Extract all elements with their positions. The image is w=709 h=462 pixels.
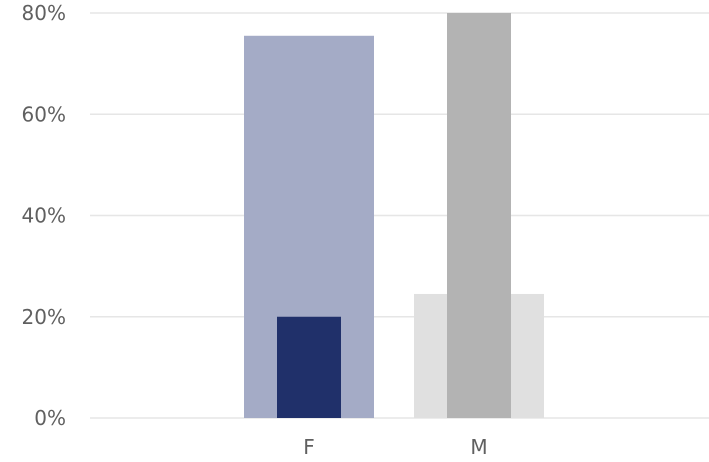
y-tick-label: 60%	[22, 102, 66, 126]
gridlines	[90, 12, 709, 419]
y-tick-label: 0%	[34, 406, 66, 430]
x-tick-label: M	[470, 435, 487, 459]
y-tick-label: 80%	[22, 1, 66, 25]
y-tick-label: 20%	[22, 305, 66, 329]
bar-narrow-m	[447, 13, 511, 418]
bars	[244, 13, 544, 418]
y-tick-label: 40%	[22, 204, 66, 228]
y-axis-tick-labels: 0% 20% 40% 60% 80%	[22, 1, 66, 430]
x-tick-label: F	[303, 435, 315, 459]
bar-narrow-f	[277, 316, 341, 418]
